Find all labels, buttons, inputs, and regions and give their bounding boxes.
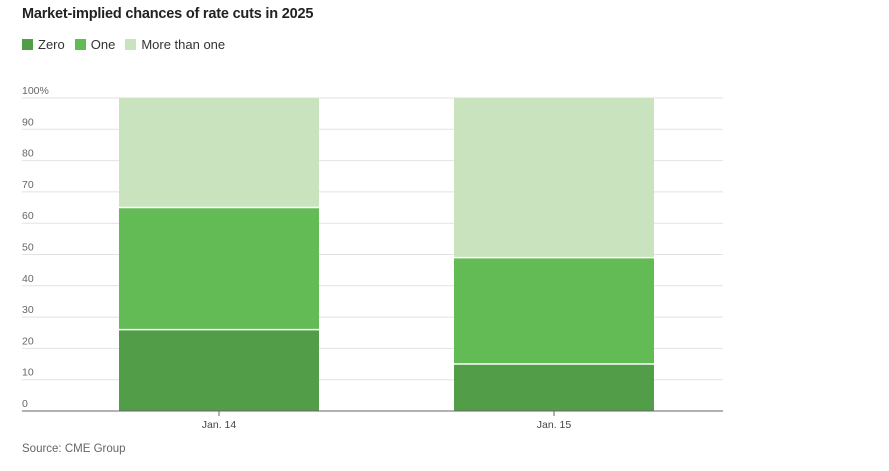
bar-segment-one xyxy=(454,257,654,365)
legend-label-zero: Zero xyxy=(38,37,65,52)
y-tick-label: 0 xyxy=(22,398,28,410)
chart-legend: Zero One More than one xyxy=(22,37,235,52)
legend-label-more-than-one: More than one xyxy=(141,37,226,52)
x-tick-label: Jan. 15 xyxy=(537,419,572,431)
legend-item-more-than-one: More than one xyxy=(125,37,225,52)
bar-segment-zero xyxy=(119,329,319,411)
bar-segment-zero xyxy=(454,364,654,411)
y-tick-label: 20 xyxy=(22,335,34,347)
chart-title: Market-implied chances of rate cuts in 2… xyxy=(22,6,314,22)
y-tick-label: 30 xyxy=(22,304,34,316)
source-note: Source: CME Group xyxy=(22,443,126,455)
y-tick-label: 100% xyxy=(22,85,49,97)
legend-swatch-zero xyxy=(22,39,33,50)
bar-segment-more-than-one xyxy=(119,98,319,208)
y-tick-label: 40 xyxy=(22,273,34,285)
bars-layer xyxy=(119,98,654,411)
y-tick-label: 10 xyxy=(22,367,34,379)
y-tick-label: 90 xyxy=(22,116,34,128)
bar-segment-one xyxy=(119,207,319,330)
y-tick-label: 50 xyxy=(22,242,34,254)
y-tick-label: 80 xyxy=(22,148,34,160)
legend-swatch-more-than-one xyxy=(125,39,137,50)
legend-item-one: One xyxy=(74,37,116,52)
legend-swatch-one xyxy=(74,39,86,50)
legend-label-one: One xyxy=(90,37,116,52)
axis-layer: 0 10 20 30 40 50 60 70 80 90 100% Jan. 14 Jan. 15 xyxy=(22,85,723,431)
bar-segment-more-than-one xyxy=(454,98,654,258)
y-tick-label: 60 xyxy=(22,210,34,222)
x-tick-label: Jan. 14 xyxy=(202,419,237,431)
legend-item-zero: Zero xyxy=(22,37,65,52)
y-tick-label: 70 xyxy=(22,179,34,191)
